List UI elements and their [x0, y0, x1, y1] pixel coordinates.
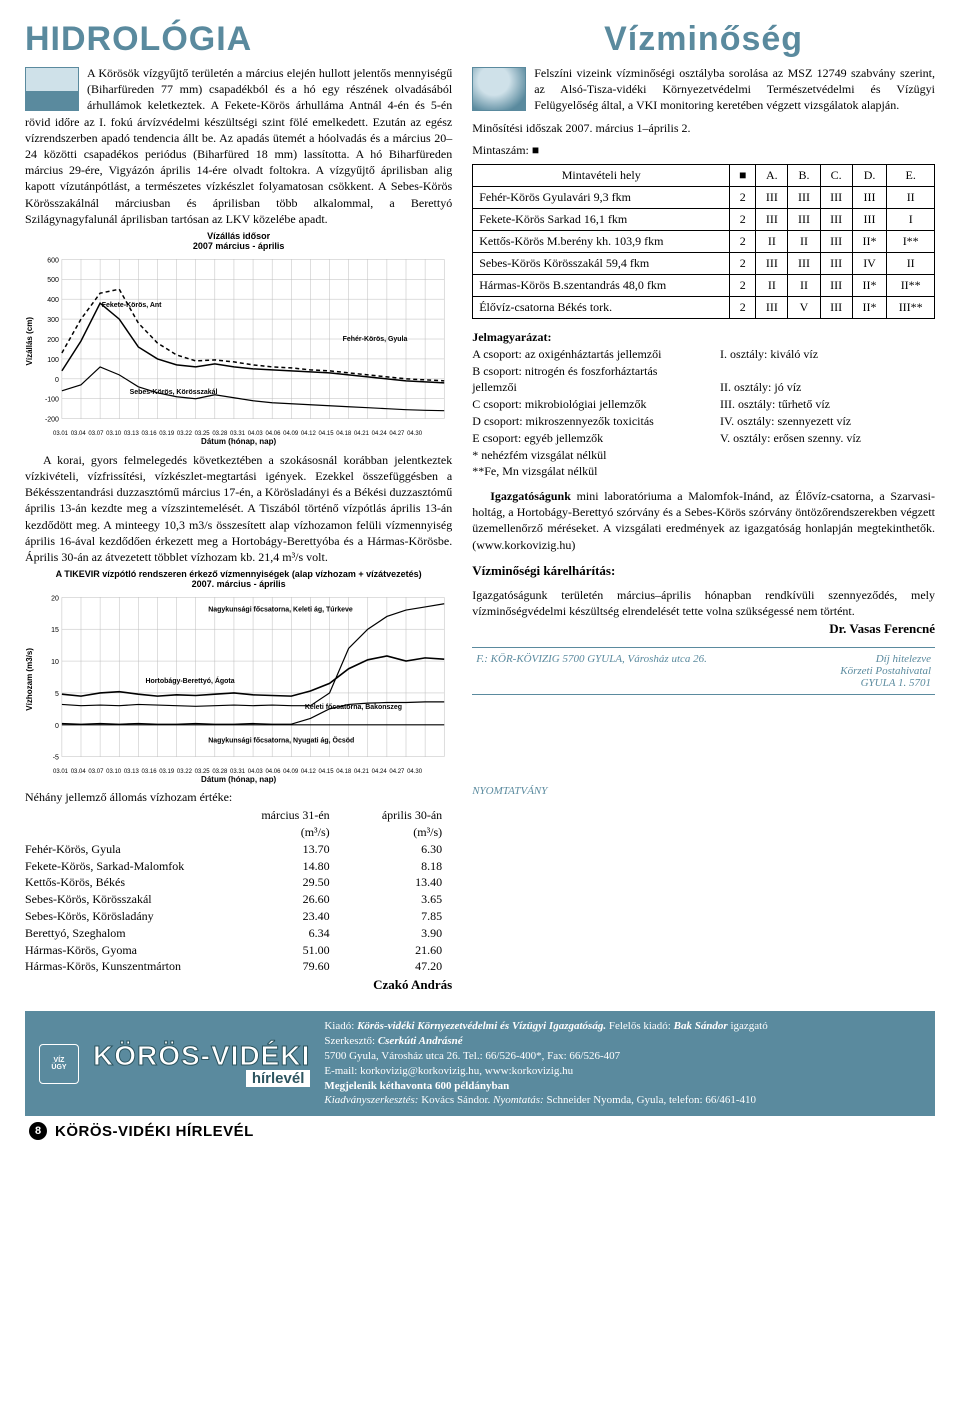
flow-row: Berettyó, Szeghalom6.343.90	[25, 925, 452, 942]
page-number: 8	[29, 1122, 47, 1140]
svg-text:15: 15	[51, 627, 59, 634]
svg-text:10: 10	[51, 659, 59, 666]
viz-para3: Igazgatóságunk területén március–április…	[472, 587, 935, 619]
hidrologia-title: HIDROLÓGIA	[25, 20, 452, 59]
chart2-title: A TIKEVIR vízpótló rendszeren érkező víz…	[25, 569, 452, 589]
svg-text:Nagykunsági főcsatorna, Keleti: Nagykunsági főcsatorna, Keleti ág, Túrke…	[208, 606, 353, 613]
address-box: F.: KÖR-KÖVIZIG 5700 GYULA, Városház utc…	[472, 647, 935, 695]
addr-left: F.: KÖR-KÖVIZIG 5700 GYULA, Városház utc…	[476, 653, 707, 689]
table-row: Kettős-Körös M.berény kh. 103,9 fkm2IIII…	[473, 230, 935, 252]
qtable-header: D.	[852, 164, 887, 186]
legend-item: D csoport: mikroszennyezők toxicitás	[472, 413, 705, 430]
svg-text:0: 0	[55, 723, 59, 730]
flow-row: Hármas-Körös, Kunszentmárton79.6047.20	[25, 958, 452, 975]
table-row: Hármas-Körös B.szentandrás 48,0 fkm2IIII…	[473, 274, 935, 296]
flow-row: Fekete-Körös, Sarkad-Malomfok14.808.18	[25, 858, 452, 875]
vizugy-logo-icon: VÍZÜGY	[39, 1044, 79, 1084]
svg-text:100: 100	[47, 357, 59, 364]
addr-right: Díj hitelezveKörzeti PostahivatalGYULA 1…	[840, 653, 931, 689]
legend-item: I. osztály: kiváló víz	[720, 346, 935, 363]
viz-para1-text: Felszíni vizeink vízminőségi osztályba s…	[534, 66, 935, 112]
footer: 8 KÖRÖS-VIDÉKI HÍRLEVÉL	[25, 1116, 935, 1140]
svg-text:300: 300	[47, 317, 59, 324]
legend-item: IV. osztály: szennyezett víz	[720, 413, 935, 430]
table-row: Fehér-Körös Gyulavári 9,3 fkm2IIIIIIIIII…	[473, 186, 935, 208]
chart2-ylabel: Vízhozam (m3/s)	[25, 648, 34, 711]
legend-item: C csoport: mikrobiológiai jellemzők	[472, 396, 705, 413]
svg-text:-100: -100	[45, 397, 59, 404]
flow-row: Sebes-Körös, Körösladány23.407.85	[25, 908, 452, 925]
legend-item: III. osztály: tűrhető víz	[720, 396, 935, 413]
chart1-xlabel: Dátum (hónap, nap)	[25, 437, 452, 446]
svg-text:600: 600	[47, 257, 59, 264]
imprint-title-block: KÖRÖS-VIDÉKI hírlevél	[93, 1040, 310, 1087]
flow-row: Sebes-Körös, Körösszakál26.603.65	[25, 891, 452, 908]
table-row: Sebes-Körös Körösszakál 59,4 fkm2IIIIIII…	[473, 252, 935, 274]
qtable-header: C.	[820, 164, 852, 186]
qtable-header: A.	[756, 164, 788, 186]
imprint-title: KÖRÖS-VIDÉKI	[93, 1040, 310, 1072]
footer-title: KÖRÖS-VIDÉKI HÍRLEVÉL	[55, 1123, 254, 1140]
legend-title: Jelmagyarázat:	[472, 329, 935, 346]
table-row: Fekete-Körös Sarkad 16,1 fkm2IIIIIIIIIII…	[473, 208, 935, 230]
hidro-para1: A Körösök vízgyűjtő területén a március …	[25, 65, 452, 227]
svg-text:Hortobágy-Berettyó, Ágota: Hortobágy-Berettyó, Ágota	[146, 676, 235, 685]
viz-para2: Igazgatóságunk mini laboratóriuma a Malo…	[472, 488, 935, 553]
svg-text:20: 20	[51, 596, 59, 603]
nyomtatvany-label: NYOMTATVÁNY	[472, 785, 935, 797]
viz-para1: Felszíni vizeink vízminőségi osztályba s…	[472, 65, 935, 114]
svg-text:500: 500	[47, 277, 59, 284]
imprint-subtitle: hírlevél	[246, 1070, 311, 1087]
quality-table: Mintavételi hely■A.B.C.D.E. Fehér-Körös …	[472, 164, 935, 319]
svg-text:Sebes-Körös, Körösszakál: Sebes-Körös, Körösszakál	[130, 389, 218, 396]
viz-author: Dr. Vasas Ferencné	[472, 621, 935, 637]
svg-text:200: 200	[47, 337, 59, 344]
chart2: -5 0 5 10 15 20 Nagykunsági főcsatorna, Keleti…	[34, 589, 452, 769]
svg-text:Fehér-Körös, Gyula: Fehér-Körös, Gyula	[343, 336, 408, 343]
hidro-para1-text: A Körösök vízgyűjtő területén a március …	[25, 66, 452, 226]
viz-period: Minősítési időszak 2007. március 1–ápril…	[472, 120, 935, 136]
legend-item: V. osztály: erősen szenny. víz	[720, 430, 935, 447]
hidro-para2: A korai, gyors felmelegedés következtébe…	[25, 452, 452, 565]
svg-text:5: 5	[55, 691, 59, 698]
legend-item: E csoport: egyéb jellemzők	[472, 430, 705, 447]
legend-item: II. osztály: jó víz	[720, 379, 935, 396]
flow-table: március 31-énáprilis 30-án (m³/s)(m³/s) …	[25, 807, 452, 975]
karelharitas-title: Vízminőségi kárelhárítás:	[472, 563, 935, 579]
flow-row: Hármas-Körös, Gyoma51.0021.60	[25, 942, 452, 959]
qtable-header: Mintavételi hely	[473, 164, 730, 186]
water-splash-icon	[472, 67, 526, 111]
qtable-header: E.	[887, 164, 935, 186]
chart1: -200 -100 0 100 200 300 400 500 600 Fekete-Körös,…	[34, 251, 452, 431]
chart1-ylabel: Vízállás (cm)	[25, 317, 34, 365]
qtable-header: B.	[788, 164, 820, 186]
flow-row: Fehér-Körös, Gyula13.706.30	[25, 841, 452, 858]
legend-item: B csoport: nitrogén és foszforháztartás …	[472, 363, 705, 397]
svg-text:Fekete-Körös, Ant: Fekete-Körös, Ant	[102, 302, 162, 309]
svg-text:Nagykunsági főcsatorna, Nyugat: Nagykunsági főcsatorna, Nyugati ág, Öcsö…	[208, 736, 354, 745]
svg-text:-5: -5	[53, 755, 59, 762]
viz-mintaszam: Mintaszám: ■	[472, 142, 935, 158]
qtable-header: ■	[730, 164, 756, 186]
water-level-icon	[25, 67, 79, 111]
chart1-title: Vízállás idősor2007 március - április	[25, 231, 452, 251]
vizminoseg-title: Vízminőség	[472, 20, 935, 59]
imprint-bar: VÍZÜGY KÖRÖS-VIDÉKI hírlevél Kiadó: Körö…	[25, 1011, 935, 1116]
legend-item: * nehézfém vizsgálat nélkül	[472, 447, 705, 464]
flow-row: Kettős-Körös, Békés29.5013.40	[25, 874, 452, 891]
imprint-text: Kiadó: Körös-vidéki Környezetvédelmi és …	[324, 1019, 767, 1108]
chart2-xlabel: Dátum (hónap, nap)	[25, 775, 452, 784]
svg-text:-200: -200	[45, 417, 59, 424]
svg-text:0: 0	[55, 377, 59, 384]
legend-item	[720, 363, 935, 380]
legend-item: A csoport: az oxigénháztartás jellemzői	[472, 346, 705, 363]
legend-item: **Fe, Mn vizsgálat nélkül	[472, 463, 705, 480]
svg-text:Keleti főcsatorna, Bakonszeg: Keleti főcsatorna, Bakonszeg	[305, 704, 402, 711]
svg-text:400: 400	[47, 297, 59, 304]
table-row: Élővíz-csatorna Békés tork.2IIIVIIIII*II…	[473, 296, 935, 318]
legend: Jelmagyarázat: A csoport: az oxigénházta…	[472, 329, 935, 480]
hidro-author: Czakó András	[25, 977, 452, 993]
flow-intro: Néhány jellemző állomás vízhozam értéke:	[25, 790, 452, 805]
